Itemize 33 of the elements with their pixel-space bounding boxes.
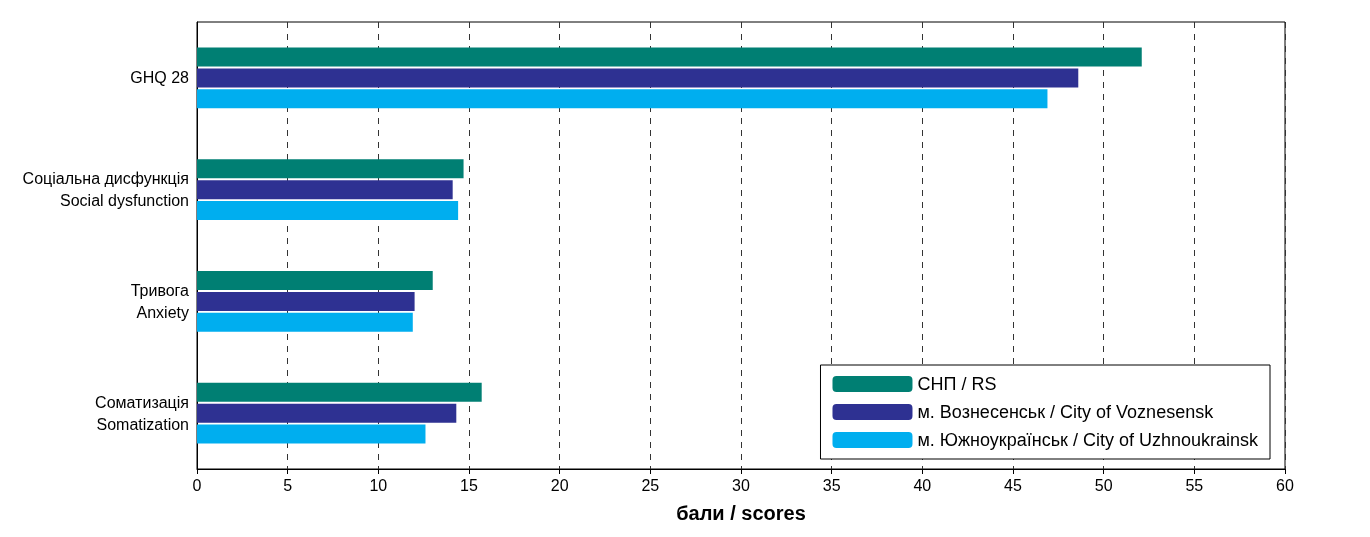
legend-label: м. Вознесенськ / City of Voznesensk [917, 402, 1215, 422]
x-tick-label: 30 [732, 476, 750, 494]
x-tick-label: 40 [913, 476, 932, 494]
x-tick-label: 50 [1094, 476, 1113, 494]
bar [197, 270, 433, 290]
x-tick-label: 45 [1004, 476, 1022, 494]
bar [197, 201, 459, 221]
bar [197, 159, 464, 179]
y-tick-label: Соматизація Somatization [95, 393, 189, 433]
x-tick-label: 35 [822, 476, 841, 494]
x-tick-label: 55 [1185, 476, 1204, 494]
x-tick-label: 20 [550, 476, 569, 494]
x-tick-label: 60 [1276, 476, 1294, 494]
y-tick-label: GHQ 28 [130, 69, 190, 87]
bar [197, 312, 413, 332]
bar [197, 424, 426, 444]
bar [197, 403, 457, 423]
x-axis-title: бали / scores [676, 502, 806, 524]
y-tick-label: Соціальна дисфункція Social dysfunction [22, 170, 189, 210]
bar [197, 89, 1048, 109]
x-tick-label: 0 [192, 476, 202, 494]
bar [197, 47, 1142, 67]
bar [197, 382, 482, 402]
y-tick-label: Тривога Anxiety [130, 281, 190, 321]
legend-label: м. Южноукраїнськ / City of Uzhnoukrainsk [917, 430, 1259, 450]
x-tick-label: 5 [283, 476, 293, 494]
bar [197, 291, 415, 311]
bar [197, 180, 453, 200]
x-tick-label: 15 [460, 476, 478, 494]
bar [197, 68, 1079, 88]
legend-label: СНП / RS [917, 374, 997, 394]
x-tick-label: 25 [641, 476, 660, 494]
x-tick-label: 10 [369, 476, 388, 494]
